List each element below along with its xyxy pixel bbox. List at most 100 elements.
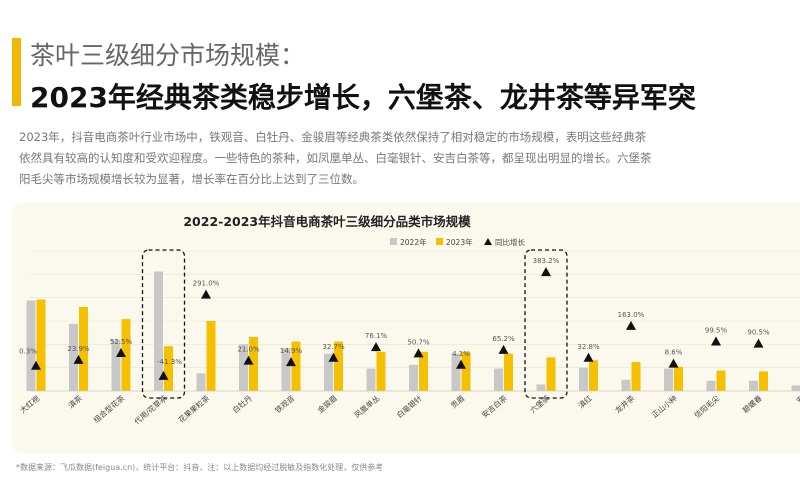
bar-2022 [664,368,673,391]
growth-marker [626,320,636,330]
growth-label: 163.0% [618,311,645,319]
growth-label: 21.0% [237,346,260,354]
growth-label: 291.0% [193,280,220,288]
bar-2022 [706,380,716,391]
bar-2022 [451,353,461,391]
growth-marker [413,348,424,358]
bar-2022 [494,368,503,391]
growth-label: 99.5% [705,326,728,334]
category-label: 安吉白茶 [479,393,509,420]
legend-label-2023: 2023年 [446,237,473,247]
bar-2022 [749,380,758,391]
growth-marker [583,352,594,362]
growth-marker [73,354,84,364]
category-label: 组合型花茶 [91,393,127,425]
category-label: 白毫银针 [394,393,424,420]
growth-label: 65.2% [492,335,515,343]
growth-marker [116,347,126,357]
growth-label: 50.7% [407,338,430,346]
legend-label-2022: 2022年 [400,237,427,247]
bar-2022 [791,385,800,391]
bar-chart: 2022-2023年抖音电商茶叶三级细分品类市场规模 2022年 2023年 同比增长… [18,214,800,426]
category-label: 贡眉 [449,394,466,411]
intro-line: 2023年，抖音电商茶叶行业市场中，铁观音、白牡丹、金骏眉等经典茶类依然保持了相… [19,130,647,144]
bar-2023 [546,357,556,391]
intro-paragraph: 2023年，抖音电商茶叶行业市场中，铁观音、白牡丹、金骏眉等经典茶类依然保持了相… [19,127,800,190]
bar-2023 [504,353,513,391]
growth-label: 4.1% [452,350,470,358]
growth-label: 0.3% [19,348,37,356]
growth-marker [456,359,466,369]
legend-marker-growth [484,238,492,245]
category-label: 白牡丹 [230,393,254,415]
growth-label: 8.6% [665,349,683,357]
bar-2023 [589,360,598,391]
bar-2023 [631,362,641,391]
bar-2023 [291,341,301,391]
category-label: 大红袍 [18,393,42,415]
category-label: 凤凰单丛 [352,393,382,420]
growth-marker [31,360,41,370]
highlight-box [141,249,186,399]
bar-2023 [249,336,258,391]
growth-marker [498,344,509,354]
category-label: 龙井茶 [613,393,637,415]
bar-2022 [196,373,206,391]
category-label: 金骏眉 [315,393,339,415]
growth-marker [158,370,169,380]
intro-line: 阳毛尖等市场规模增长较为显著，增长率在百分比上达到了三位数。 [19,172,364,186]
bar-2023 [759,371,768,391]
bar-2023 [461,351,471,391]
bar-2023 [121,319,131,391]
growth-marker [711,336,721,346]
bar-2022 [26,300,36,391]
highlight-box [524,249,568,399]
bar-2022 [621,379,631,391]
growth-label: 23.9% [67,345,90,353]
bar-2022 [239,344,248,391]
bar-2023 [79,307,88,391]
category-label: 铁观音 [273,393,297,415]
bar-2023 [674,366,683,391]
bar-2023 [716,370,726,391]
bar-2022 [579,367,588,391]
growth-marker [328,352,339,362]
bar-2022 [154,271,163,391]
bar-2023 [36,299,46,391]
intro-line: 依然具有较高的认知度和受欢迎程度。一些特色的茶种，如凤凰单丛、白毫银针、安吉白茶… [19,151,652,165]
category-label: 正山小种 [649,393,679,420]
growth-marker [201,289,211,299]
bar-2022 [281,348,291,391]
category-label: 碧螺春 [740,393,764,415]
growth-label: -41.3% [157,358,182,366]
growth-label: 32.7% [322,343,345,351]
bar-2022 [536,384,546,391]
accent-bar [12,38,21,106]
legend-label-growth: 同比增长 [495,237,525,247]
growth-label: 32.8% [577,343,600,351]
bar-2023 [419,351,428,391]
category-label: 花果果粒茶 [176,393,212,425]
legend-swatch-2022 [390,238,397,245]
category-label: 滇茶 [66,393,84,411]
bar-2023 [164,346,173,391]
legend-swatch-2023 [436,238,443,245]
growth-marker [753,338,764,348]
category-label: 滇红 [576,393,594,411]
growth-marker [541,267,551,277]
page-subtitle: 2023年经典茶类稳步增长，六堡茶、龙井茶等异军突 [30,81,696,114]
bar-2022 [69,323,78,391]
bar-2023 [376,351,386,391]
growth-label: 76.1% [365,332,388,340]
category-label: 信阳毛尖 [692,393,722,420]
page-title: 茶叶三级细分市场规模： [30,41,306,70]
growth-marker [668,358,679,368]
growth-label: 52.5% [110,338,133,346]
growth-marker [243,355,254,365]
category-label: 安 [794,393,800,406]
growth-marker [286,357,296,367]
bar-2022 [324,353,333,391]
growth-label: 383.2% [533,257,560,265]
bar-2022 [366,368,376,391]
bar-2023 [206,321,216,391]
